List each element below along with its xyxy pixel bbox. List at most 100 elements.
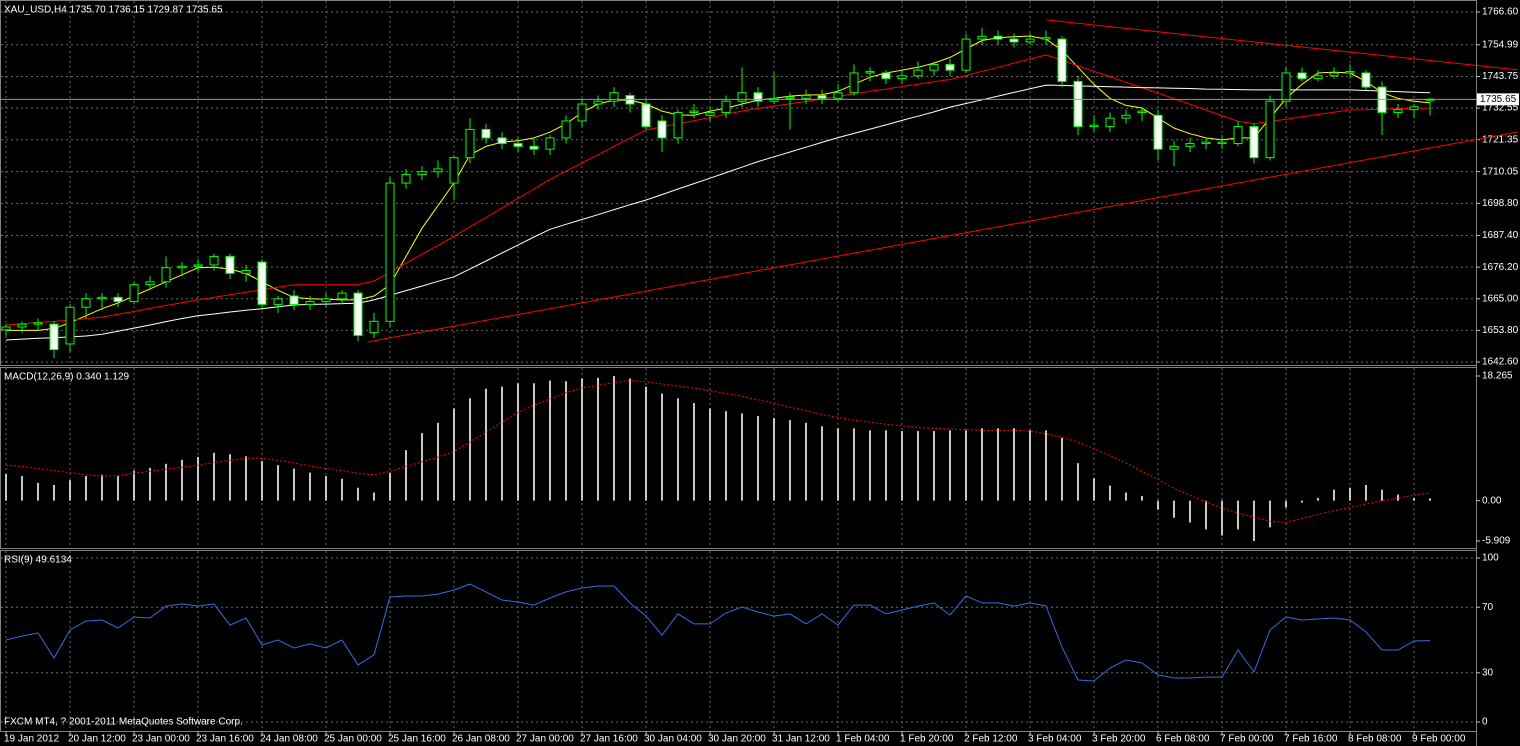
rsi-line	[5, 583, 1431, 682]
candle-body	[33, 322, 43, 325]
panel-title: XAU_USD,H4 1735.70 1736.15 1729.87 1735.…	[4, 5, 223, 16]
y-tick-label: 1698.80	[1482, 198, 1519, 209]
y-tick-label: 1721.35	[1482, 134, 1519, 145]
x-tick-label: 1 Feb 20:00	[900, 734, 954, 745]
candle-body	[385, 182, 395, 322]
candle-body	[241, 270, 251, 274]
candle-body	[465, 128, 475, 159]
candle-body	[225, 255, 235, 274]
candle-body	[417, 171, 427, 176]
x-tick-label: 27 Jan 00:00	[516, 734, 574, 745]
x-tick-label: 3 Feb 04:00	[1028, 734, 1082, 745]
y-tick-label: 1676.20	[1482, 262, 1519, 273]
panel-frame	[0, 367, 1477, 549]
candle-body	[1409, 106, 1419, 111]
candle-body	[1121, 114, 1131, 119]
candle-body	[1105, 117, 1115, 128]
candle-body	[177, 265, 187, 269]
candle-body	[1313, 75, 1323, 80]
candle-body	[753, 92, 763, 102]
panel-frame	[0, 550, 1477, 732]
y-tick-label: 1710.05	[1482, 166, 1519, 177]
x-tick-label: 1 Feb 04:00	[836, 734, 890, 745]
x-tick-label: 24 Jan 08:00	[260, 734, 318, 745]
candle-body	[1185, 143, 1195, 147]
candle-body	[1009, 38, 1019, 43]
candle-body	[721, 100, 731, 113]
candle-body	[737, 92, 747, 102]
y-tick-label: 100	[1482, 553, 1499, 564]
candle-body	[81, 298, 91, 308]
candle-body	[49, 323, 59, 351]
candle-body	[97, 296, 107, 300]
candle-body	[529, 145, 539, 150]
moving-average	[5, 54, 1431, 326]
candle-body	[273, 298, 283, 305]
x-tick-label: 9 Feb 00:00	[1412, 734, 1466, 745]
y-tick-label: 1732.55	[1482, 103, 1519, 114]
candle-body	[1137, 110, 1147, 113]
y-tick-label: 30	[1482, 667, 1494, 678]
x-tick-label: 6 Feb 08:00	[1156, 734, 1210, 745]
y-tick-label: 0	[1482, 717, 1488, 728]
candle-body	[641, 103, 651, 128]
moving-average	[5, 84, 1431, 341]
candle-body	[1297, 72, 1307, 80]
candle-body	[305, 301, 315, 305]
candle-body	[321, 298, 331, 303]
x-tick-label: 20 Jan 12:00	[68, 734, 126, 745]
candle-body	[705, 111, 715, 116]
y-tick-label: 1687.40	[1482, 230, 1519, 241]
candle-body	[369, 320, 379, 334]
x-tick-label: 23 Jan 00:00	[132, 734, 190, 745]
candle-body	[913, 69, 923, 77]
x-tick-label: 8 Feb 08:00	[1348, 734, 1402, 745]
candle-body	[1057, 38, 1067, 82]
y-tick-label: 1743.75	[1482, 71, 1519, 82]
x-tick-label: 25 Jan 16:00	[388, 734, 446, 745]
candle-body	[1089, 124, 1099, 128]
y-tick-label: 1665.00	[1482, 293, 1519, 304]
candle-body	[1169, 145, 1179, 150]
x-tick-label: 27 Jan 16:00	[580, 734, 638, 745]
y-tick-label: 1766.60	[1482, 7, 1519, 18]
price-label-box	[1477, 93, 1519, 106]
candle-body	[1281, 72, 1291, 102]
x-tick-label: 30 Jan 04:00	[644, 734, 702, 745]
candle-body	[849, 72, 859, 94]
copyright: FXCM MT4, ? 2001-2011 MetaQuotes Softwar…	[4, 717, 243, 728]
candle-body	[881, 72, 891, 80]
candle-body	[929, 64, 939, 71]
candle-body	[657, 120, 667, 139]
x-tick-label: 26 Jan 08:00	[452, 734, 510, 745]
moving-average	[6, 35, 1431, 331]
candle-body	[1153, 114, 1163, 150]
candle-body	[993, 35, 1003, 40]
candle-body	[161, 267, 171, 283]
candle-body	[1233, 126, 1243, 145]
x-tick-label: 30 Jan 20:00	[708, 734, 766, 745]
candle-body	[577, 103, 587, 122]
x-tick-label: 2 Feb 12:00	[964, 734, 1018, 745]
candle-body	[1249, 126, 1259, 159]
panel-frame	[0, 0, 1477, 366]
candle-body	[673, 111, 683, 139]
y-tick-label: 1754.99	[1482, 39, 1519, 50]
candle-body	[1, 326, 11, 331]
y-tick-label: 1642.60	[1482, 357, 1519, 368]
y-tick-label: 1653.80	[1482, 325, 1519, 336]
candle-body	[193, 264, 203, 267]
candle-body	[433, 168, 443, 173]
candle-body	[401, 174, 411, 184]
x-tick-label: 23 Jan 16:00	[196, 734, 254, 745]
candle-body	[977, 35, 987, 40]
candle-body	[449, 157, 459, 184]
x-tick-label: 3 Feb 20:00	[1092, 734, 1146, 745]
candle-body	[1217, 141, 1227, 145]
candle-body	[129, 284, 139, 303]
y-tick-label: 0.00	[1482, 495, 1502, 506]
y-tick-label: 70	[1482, 602, 1494, 613]
candle-body	[497, 137, 507, 145]
candle-body	[113, 296, 123, 303]
